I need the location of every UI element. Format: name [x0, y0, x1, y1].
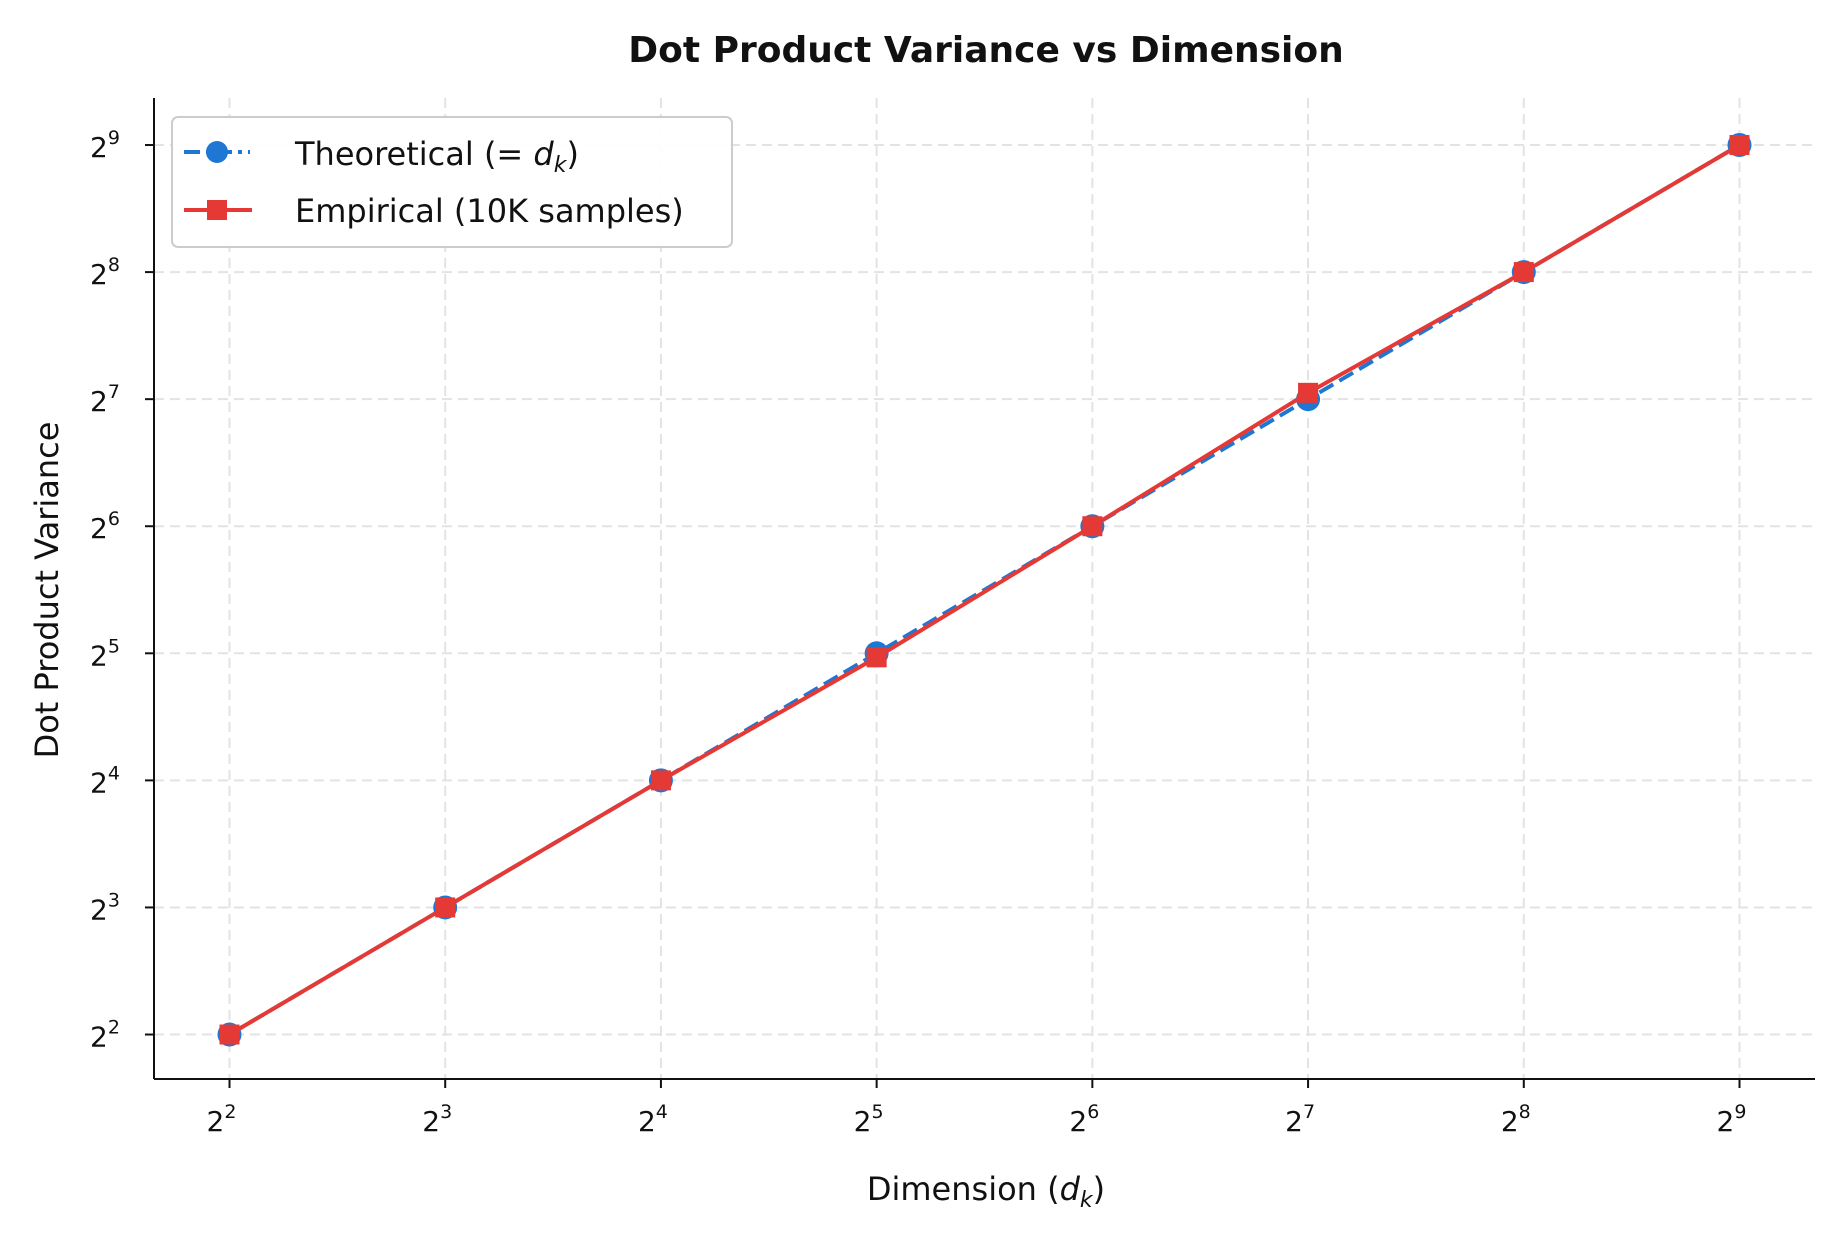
legend-label-theoretical: Theoretical (= dk): [294, 135, 579, 178]
y-tick-label: 28: [90, 254, 120, 291]
x-tick-label: 23: [422, 1101, 452, 1138]
data-point-square: [435, 897, 456, 918]
data-point-square: [1729, 135, 1750, 156]
data-point-square: [1298, 382, 1319, 403]
x-tick-label: 28: [1501, 1101, 1531, 1138]
series-line: [228, 143, 1741, 1037]
x-tick-label: 29: [1717, 1101, 1747, 1138]
series-empirical: [219, 135, 1750, 1045]
y-tick-label: 24: [90, 762, 120, 799]
x-tick-label: 24: [638, 1101, 668, 1138]
y-tick-label: 23: [90, 889, 120, 926]
legend-label-empirical: Empirical (10K samples): [295, 192, 684, 230]
y-tick-label: 22: [90, 1017, 120, 1054]
data-point-square: [219, 1024, 240, 1045]
x-tick-label: 27: [1285, 1101, 1315, 1138]
legend-marker-square: [207, 200, 227, 220]
y-tick-label: 25: [90, 635, 120, 672]
ticks: 22 23 24 25 26 27 28 29 22 23 24 25 26 27 28 29: [90, 127, 1746, 1138]
y-tick-label: 27: [90, 381, 120, 418]
data-point-square: [1082, 516, 1103, 537]
x-tick-label: 22: [207, 1101, 237, 1138]
legend-item-empirical: Empirical (10K samples): [184, 192, 684, 230]
y-axis-label: Dot Product Variance: [28, 422, 66, 759]
chart-title: Dot Product Variance vs Dimension: [628, 30, 1344, 71]
legend-frame: [171, 116, 733, 248]
y-tick-label: 29: [90, 127, 120, 164]
data-point-square: [650, 770, 671, 791]
data-point-square: [866, 647, 887, 668]
x-tick-label: 26: [1069, 1101, 1099, 1138]
legend-marker-circle: [206, 141, 228, 163]
x-axis-label: Dimension (dk): [867, 1170, 1105, 1213]
legend: Theoretical (= dk) Empirical (10K sample…: [171, 116, 733, 248]
axes: [153, 98, 1815, 1080]
series-layer: [217, 133, 1752, 1047]
x-tick-label: 25: [854, 1101, 884, 1138]
legend-item-theoretical: Theoretical (= dk): [184, 135, 579, 178]
y-tick-label: 26: [90, 508, 120, 545]
data-point-square: [1513, 262, 1534, 283]
